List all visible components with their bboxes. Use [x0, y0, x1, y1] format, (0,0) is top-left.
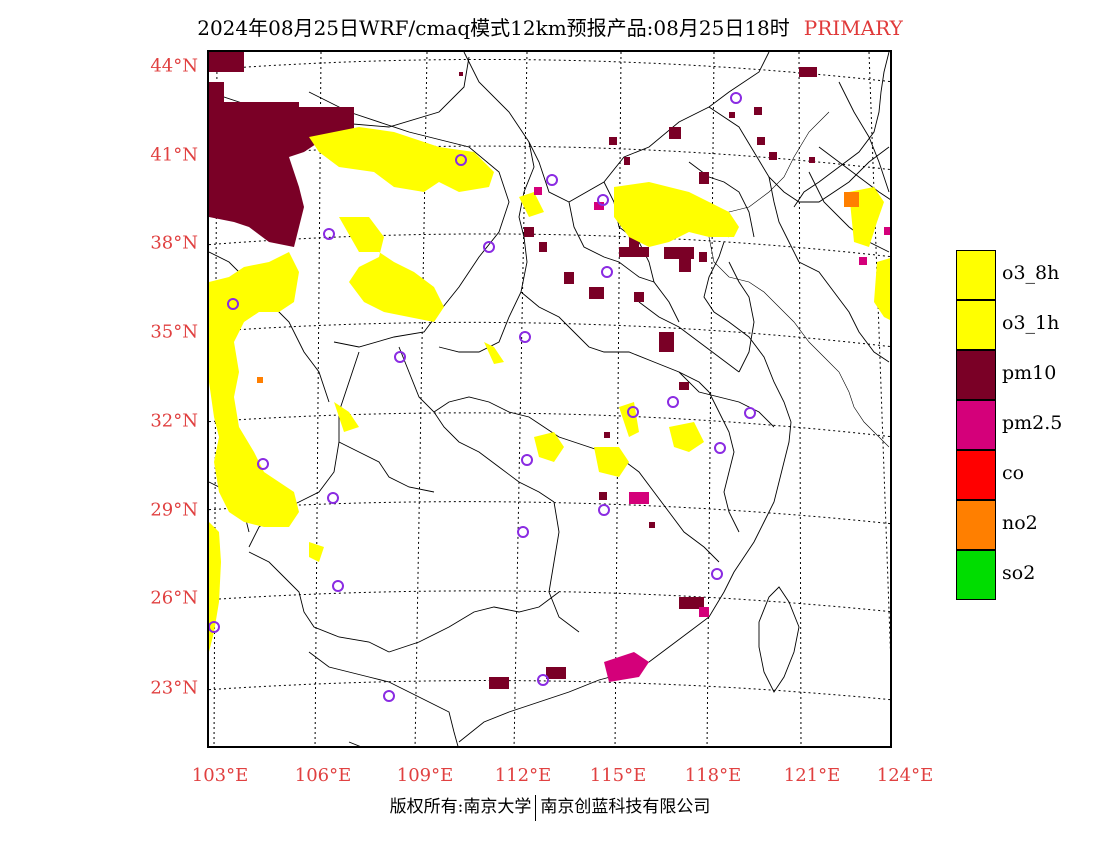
no2-areas — [257, 192, 859, 383]
legend-swatch — [956, 350, 996, 400]
lat-label-35: 35°N — [150, 321, 198, 343]
title-tag: PRIMARY — [803, 16, 903, 40]
legend-swatch — [956, 300, 996, 350]
boundaries — [209, 52, 890, 746]
lon-label-115: 115°E — [589, 765, 647, 786]
lat-label-26: 26°N — [150, 587, 198, 609]
legend-label: so2 — [1002, 562, 1036, 584]
copyright-footer: 版权所有:南京大学 南京创蓝科技有限公司 — [0, 792, 1100, 821]
lat-label-38: 38°N — [150, 232, 198, 254]
map-frame — [207, 50, 892, 748]
o3-areas — [209, 127, 890, 652]
station-markers — [209, 92, 756, 702]
lat-label-32: 32°N — [150, 410, 198, 432]
copyright-owner: 版权所有:南京大学 — [389, 797, 532, 817]
lat-label-23: 23°N — [150, 677, 198, 699]
legend-swatch — [956, 450, 996, 500]
legend-swatch — [956, 250, 996, 300]
legend-swatch — [956, 550, 996, 600]
copyright-company: 南京创蓝科技有限公司 — [540, 797, 711, 817]
lon-label-106: 106°E — [294, 765, 352, 786]
lat-label-41: 41°N — [150, 144, 198, 166]
title-text: 2024年08月25日WRF/cmaq模式12km预报产品:08月25日18时 — [197, 16, 790, 40]
legend-label: pm10 — [1002, 362, 1057, 384]
lat-label-29: 29°N — [150, 499, 198, 521]
lon-label-103: 103°E — [191, 765, 249, 786]
legend-label: o3_1h — [1002, 312, 1060, 334]
graticule — [209, 52, 890, 746]
pm25-areas — [534, 187, 890, 682]
footer-divider — [535, 794, 537, 821]
lon-label-109: 109°E — [396, 765, 454, 786]
map-title: 2024年08月25日WRF/cmaq模式12km预报产品:08月25日18时 P… — [0, 12, 1100, 41]
legend-swatch — [956, 500, 996, 550]
lon-label-118: 118°E — [684, 765, 742, 786]
lon-label-121: 121°E — [783, 765, 841, 786]
legend-label: o3_8h — [1002, 262, 1060, 284]
legend-label: co — [1002, 462, 1025, 484]
pm10-areas — [209, 52, 817, 689]
legend-label: pm2.5 — [1002, 412, 1063, 434]
map-canvas — [209, 52, 890, 746]
lon-label-124: 124°E — [876, 765, 934, 786]
coastline — [708, 111, 890, 448]
legend-label: no2 — [1002, 512, 1038, 534]
lat-label-44: 44°N — [150, 55, 198, 77]
lon-label-112: 112°E — [494, 765, 552, 786]
legend-swatch — [956, 400, 996, 450]
